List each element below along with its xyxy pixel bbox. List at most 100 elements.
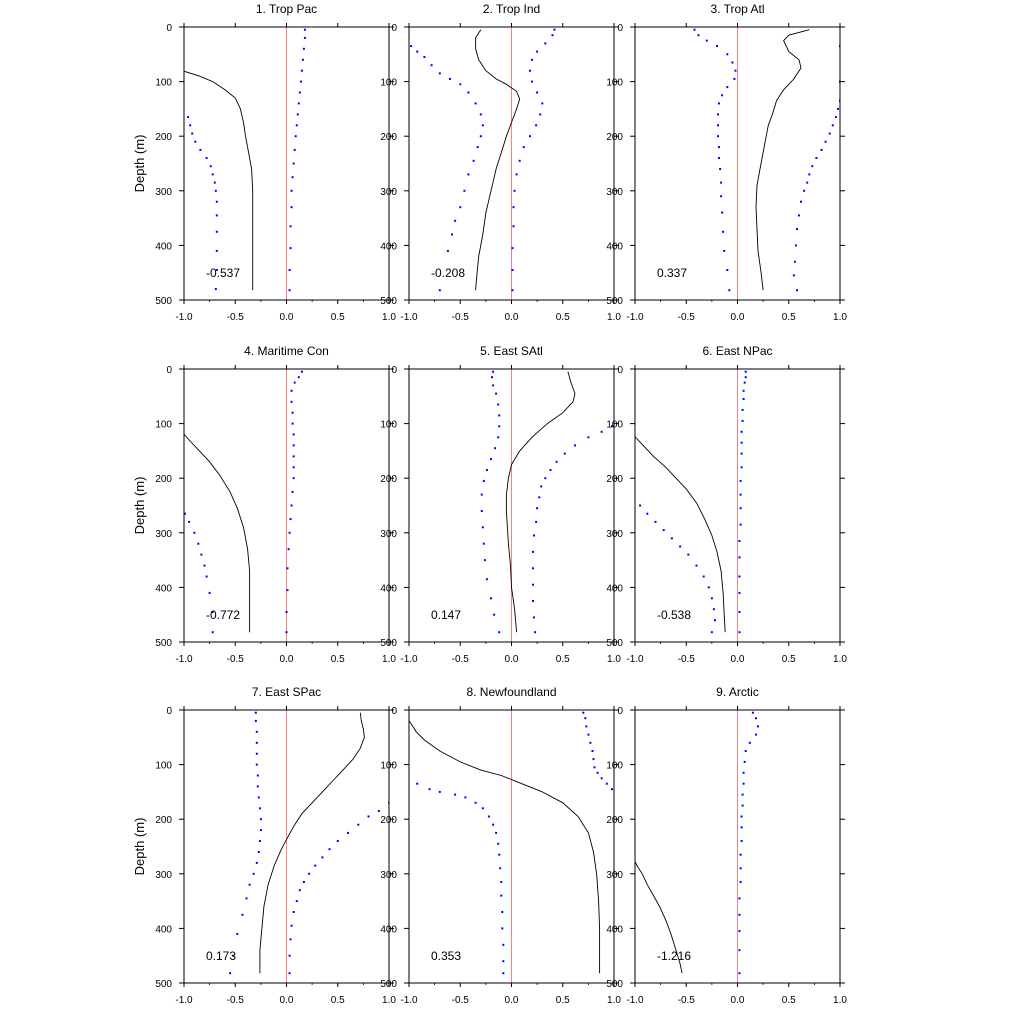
dot-point — [740, 430, 743, 433]
y-axis-label: Depth (m) — [132, 818, 147, 876]
dot-point — [438, 289, 441, 292]
dot-point — [288, 954, 291, 957]
x-tick-label: 1.0 — [382, 654, 396, 665]
dot-point — [723, 249, 726, 252]
dot-point — [377, 810, 380, 812]
dot-point — [574, 444, 576, 447]
dot-point — [502, 943, 505, 946]
dot-point — [197, 542, 200, 545]
y-tick-label: 0 — [166, 365, 172, 376]
dot-point — [593, 766, 596, 769]
dot-point — [739, 507, 742, 510]
dot-point — [529, 69, 531, 72]
dot-point — [555, 460, 558, 463]
dot-point — [587, 733, 590, 736]
dot-point — [299, 80, 302, 83]
dot-point — [748, 741, 751, 744]
dot-point — [741, 408, 744, 411]
x-tick-label: -0.5 — [452, 995, 470, 1006]
y-tick-label: 300 — [606, 529, 623, 540]
dot-point — [188, 520, 191, 523]
panel-title: 1. Trop Pac — [256, 2, 317, 16]
dot-point — [203, 564, 206, 567]
dot-point — [734, 69, 737, 72]
dot-point — [205, 157, 208, 159]
dot-point — [740, 466, 743, 469]
dot-point — [254, 711, 257, 714]
dot-point — [290, 189, 293, 192]
y-tick-label: 200 — [155, 474, 172, 485]
dot-point — [449, 77, 451, 80]
dot-point — [291, 176, 294, 179]
x-tick-label: 0.5 — [556, 312, 570, 323]
dot-point — [717, 113, 719, 116]
dot-point — [549, 469, 552, 471]
dot-point — [298, 889, 301, 892]
dot-point — [303, 28, 306, 31]
panel-title: 3. Trop Atl — [710, 2, 764, 16]
dot-point — [479, 113, 482, 116]
dot-point — [293, 381, 296, 384]
dot-point — [347, 831, 349, 834]
dot-point — [639, 504, 642, 507]
x-tick-label: 0.5 — [782, 312, 796, 323]
dot-point — [720, 195, 723, 198]
x-tick-label: 0.0 — [280, 995, 294, 1006]
solid-line — [184, 433, 251, 633]
dot-point — [416, 782, 419, 785]
dot-point — [587, 436, 590, 439]
dot-point — [289, 247, 292, 250]
y-tick-label: 500 — [155, 979, 172, 990]
dot-point — [485, 578, 488, 581]
dot-point — [288, 531, 291, 534]
dot-point — [211, 611, 214, 613]
dot-point — [738, 930, 741, 933]
dot-point — [741, 793, 744, 796]
dot-point — [292, 433, 295, 436]
dot-point — [538, 496, 541, 499]
x-tick-label: 1.0 — [607, 312, 621, 323]
dot-point — [290, 400, 293, 403]
dot-point — [298, 91, 301, 94]
solid-line — [475, 29, 521, 291]
y-tick-label: 500 — [380, 979, 397, 990]
y-tick-label: 200 — [606, 815, 623, 826]
dot-point — [255, 861, 258, 864]
dot-point — [479, 135, 482, 138]
dot-point — [205, 575, 208, 578]
solid-line — [259, 712, 365, 974]
panel-title: 2. Trop Ind — [483, 2, 540, 16]
dot-point — [532, 550, 534, 553]
x-tick-label: 0.5 — [782, 995, 796, 1006]
dot-point — [534, 631, 537, 634]
dot-point — [490, 597, 492, 600]
y-tick-label: 500 — [380, 296, 397, 307]
dot-point — [710, 631, 713, 634]
panel-2: 2. Trop Ind -1.0 -0.5 0.0 0.5 1.0 0 100 200 300 40… — [380, 2, 621, 323]
x-tick-label: 1.0 — [607, 654, 621, 665]
x-tick-label: 0.0 — [731, 995, 745, 1006]
dot-point — [211, 631, 214, 634]
dot-point — [718, 146, 720, 149]
y-axis-label: Depth (m) — [132, 477, 147, 535]
dot-point — [213, 181, 216, 184]
x-tick-label: 1.0 — [833, 995, 847, 1006]
y-tick-label: 300 — [606, 187, 623, 198]
dot-point — [589, 741, 592, 744]
y-axis-label: Depth (m) — [132, 135, 147, 193]
dot-point — [497, 842, 500, 845]
dot-point — [255, 741, 258, 744]
dot-point — [499, 867, 502, 870]
dot-point — [248, 883, 251, 886]
y-tick-label: 300 — [155, 187, 172, 198]
dot-point — [291, 422, 294, 425]
dot-point — [679, 545, 682, 548]
dot-point — [291, 411, 294, 414]
x-tick-label: -1.0 — [175, 654, 193, 665]
dot-point — [743, 381, 746, 384]
y-tick-label: 300 — [155, 870, 172, 881]
panel-annotation: 0.353 — [431, 949, 461, 963]
dot-point — [712, 608, 715, 611]
x-tick-label: -1.0 — [400, 995, 418, 1006]
x-tick-label: -0.5 — [227, 654, 245, 665]
